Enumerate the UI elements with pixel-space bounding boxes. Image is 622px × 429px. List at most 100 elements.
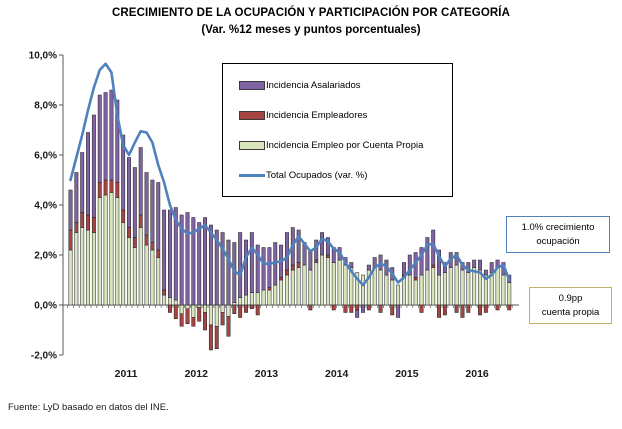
bar-segment [97,94,102,183]
bar-segment [296,267,301,306]
bar-segment [197,222,202,306]
bar-segment [249,304,254,309]
legend-item-cuenta-propia: Incidencia Empleo por Cuenta Propia [239,140,448,151]
cuenta-propia-swatch-icon [239,140,265,150]
total-ocupados-line [69,62,511,287]
bar-segment [437,274,442,306]
bar-segment [325,257,330,306]
bar-segment [150,249,155,306]
bar-segment [138,147,143,216]
bar-segment [144,172,149,236]
bar-segment [384,274,389,306]
bar-segment [185,308,190,324]
bar-segment [460,269,465,306]
legend-label-asalariados: Incidencia Asalariados [266,79,361,91]
bar-segment [203,312,208,331]
chart-subtitle: (Var. %12 meses y puntos porcentuales) [201,24,421,36]
bar-segment [442,304,447,316]
bar-segment [343,304,348,313]
y-tick-label: 4,0% [34,201,57,212]
bar-segment [255,292,260,306]
bar-segment [80,152,85,213]
bar-segment [314,239,319,261]
bar-segment [425,237,430,271]
bar-segment [144,244,149,306]
bar-segment [279,279,284,306]
bar-segment [349,262,354,268]
bar-segment [203,217,208,306]
bar-segment [132,167,137,238]
bar-segment [226,304,231,317]
bar-segment [290,269,295,306]
bar-segment [197,304,202,308]
bar-segment [127,157,131,228]
bar-segment [191,304,196,318]
bar-segment [109,179,114,193]
bar-segment [290,264,295,271]
bar-segment [132,247,137,306]
bar-segment [448,267,453,306]
bar-segment [419,247,424,276]
bar-segment [495,304,500,311]
legend-label-empleadores: Incidencia Empleadores [266,109,368,121]
bar-segment [413,279,418,306]
bar-segment [413,277,418,281]
bar-segment [320,232,325,256]
bar-segment [437,304,442,318]
bar-segment [325,254,330,258]
bar-segment [425,269,430,306]
bar-segment [431,267,436,306]
bar-segment [343,264,348,306]
bar-segment [220,312,225,326]
bar-segment [483,304,488,313]
bar-segment [302,264,307,306]
bar-segment [261,247,266,291]
bar-segment [372,267,377,306]
bar-segment [214,229,219,306]
bar-segment [127,227,131,238]
bar-segment [168,209,172,298]
bar-segment [238,232,243,298]
bar-segment [162,289,167,296]
bar-segment [179,304,184,314]
bar-segment [162,209,167,291]
bar-segment [378,304,383,313]
x-year-label: 2013 [255,368,279,380]
bar-segment [460,304,465,318]
bar-segment [244,294,248,306]
bar-segment [489,262,494,273]
y-tick-label: 6,0% [34,151,57,162]
bar-segment [331,262,336,306]
bar-segment [208,324,213,351]
bar-segment [173,299,178,306]
bar-segment [402,277,406,306]
bar-segment [355,304,360,311]
bar-segment [220,304,225,313]
bar-segment [121,222,126,306]
bar-segment [103,92,108,181]
legend-label-total: Total Ocupados (var. %) [266,169,368,181]
bar-segment [214,304,219,327]
bar-segment [296,262,301,268]
empleadores-swatch-icon [239,110,265,120]
bar-segment [507,282,512,306]
bar-segment [314,259,319,263]
annotation-cuenta-propia: 0.9pp cuenta propia [529,287,612,324]
bar-segment [232,304,237,314]
bar-segment [91,217,96,233]
x-year-label: 2014 [325,368,349,380]
bar-segment [454,264,459,306]
bar-segment [150,242,155,251]
bar-segment [466,304,471,313]
bar-segment [308,304,313,311]
y-tick-label: -2,0% [31,351,57,362]
bar-segment [349,304,354,313]
bar-segment [68,249,73,306]
bar-segment [173,304,178,319]
bar-segment [285,232,289,271]
bar-segment [419,304,424,313]
y-tick-label: 10,0% [29,51,57,62]
bar-segment [168,304,172,313]
legend: Incidencia Asalariados Incidencia Emplea… [222,63,453,197]
bar-segment [97,182,102,198]
